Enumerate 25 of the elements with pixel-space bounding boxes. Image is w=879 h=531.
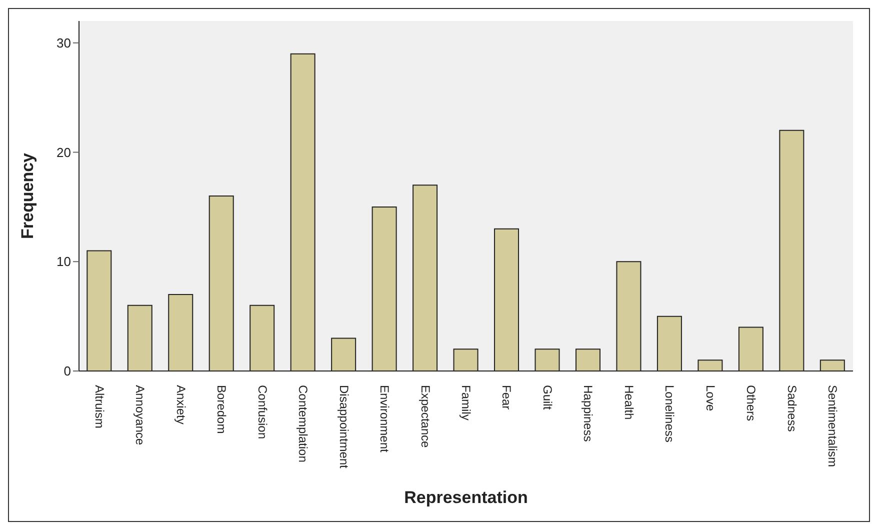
x-tick-label: Environment bbox=[378, 385, 392, 454]
x-tick-label: Anxiety bbox=[174, 385, 188, 424]
y-tick-label: 20 bbox=[56, 144, 71, 160]
x-tick-label: Fear bbox=[500, 385, 514, 410]
x-tick-label: Health bbox=[622, 385, 636, 420]
x-tick-label: Happiness bbox=[581, 385, 596, 442]
x-tick-label: Disappointment bbox=[336, 385, 351, 470]
y-tick-label: 0 bbox=[64, 364, 71, 379]
x-tick-label: Contemplation bbox=[296, 385, 310, 462]
x-tick-label: Boredom bbox=[214, 385, 229, 434]
x-tick-label: Confusion bbox=[255, 385, 270, 440]
y-tick-label: 30 bbox=[56, 35, 71, 50]
x-tick-label: Annoyance bbox=[133, 385, 148, 446]
x-tick-label: Loneliness bbox=[662, 385, 677, 442]
x-tick-label: Altruism bbox=[92, 385, 106, 428]
x-tick-label: Guilt bbox=[540, 385, 554, 410]
y-axis-title: Frequency bbox=[18, 152, 38, 239]
x-tick-label: Sadness bbox=[784, 385, 799, 432]
x-tick-label: Expectance bbox=[418, 385, 432, 448]
y-tick-label: 10 bbox=[56, 254, 71, 270]
x-tick-label: Sentimentalism bbox=[826, 385, 840, 468]
x-axis-title: Representation bbox=[404, 488, 528, 507]
x-tick-label: Others bbox=[744, 385, 758, 422]
x-tick-label: Love bbox=[703, 385, 718, 412]
x-tick-label: Family bbox=[459, 385, 473, 420]
